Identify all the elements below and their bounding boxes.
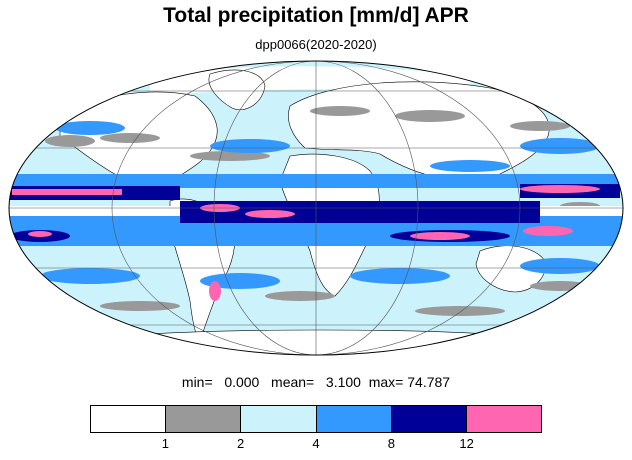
legend-color-box bbox=[466, 406, 542, 432]
legend-color-box bbox=[391, 406, 467, 432]
mean-value: 3.100 bbox=[325, 374, 361, 390]
legend-color-box bbox=[91, 406, 167, 432]
navy-patch bbox=[180, 201, 540, 223]
graticule-meridian bbox=[213, 61, 419, 355]
legend-color-box bbox=[241, 406, 317, 432]
grey-patch bbox=[265, 291, 335, 301]
grey-patch bbox=[45, 135, 95, 147]
pink-patch bbox=[12, 189, 122, 195]
legend-tick-label: 8 bbox=[387, 436, 395, 451]
pink-patch bbox=[410, 232, 470, 240]
stats-line: min= 0.000 mean= 3.100 max= 74.787 bbox=[0, 374, 632, 390]
legend-color-box bbox=[166, 406, 242, 432]
legend-tick-label: 12 bbox=[459, 436, 474, 451]
grey-patch bbox=[100, 133, 160, 143]
grey-patch bbox=[510, 121, 570, 131]
legend-tick-label: 4 bbox=[312, 436, 320, 451]
max-value: 74.787 bbox=[407, 374, 451, 390]
legend-tick-label: 2 bbox=[237, 436, 245, 451]
map-subtitle: dpp0066(2020-2020) bbox=[255, 37, 377, 52]
color-legend bbox=[90, 405, 542, 433]
dry-band bbox=[10, 206, 180, 216]
map-outline bbox=[8, 60, 624, 356]
grey-patch bbox=[190, 151, 270, 161]
blue-patch bbox=[210, 139, 290, 153]
dry-band bbox=[535, 206, 623, 216]
precipitation-map bbox=[8, 60, 624, 356]
grey-patch bbox=[100, 301, 180, 311]
pink-patches bbox=[12, 185, 600, 301]
pink-patch bbox=[523, 226, 573, 236]
grey-patch bbox=[395, 110, 465, 122]
blue-patch bbox=[350, 268, 450, 284]
max-label: max= bbox=[368, 374, 404, 390]
blue-patch bbox=[520, 258, 600, 274]
pink-patch bbox=[520, 185, 600, 193]
legend-tick-label: 1 bbox=[161, 436, 169, 451]
grey-patch bbox=[415, 306, 505, 316]
mean-label: mean= bbox=[271, 374, 315, 390]
pink-patch bbox=[28, 231, 52, 237]
pink-patch bbox=[245, 210, 295, 218]
map-title: Total precipitation [mm/d] APR bbox=[163, 4, 469, 27]
blue-patch bbox=[200, 273, 280, 289]
grey-patch bbox=[310, 106, 370, 116]
pink-patch bbox=[209, 281, 221, 301]
land-antarctica bbox=[119, 329, 521, 355]
blue-patch bbox=[430, 160, 510, 172]
blue-patch bbox=[40, 268, 140, 284]
blue-patch bbox=[55, 121, 125, 135]
min-label: min= bbox=[181, 374, 213, 390]
legend-labels: 1 2 4 8 12 bbox=[90, 436, 542, 454]
legend-color-box bbox=[316, 406, 392, 432]
graticule-meridian bbox=[111, 61, 521, 355]
min-value: 0.000 bbox=[224, 374, 260, 390]
blue-patch bbox=[520, 138, 600, 154]
